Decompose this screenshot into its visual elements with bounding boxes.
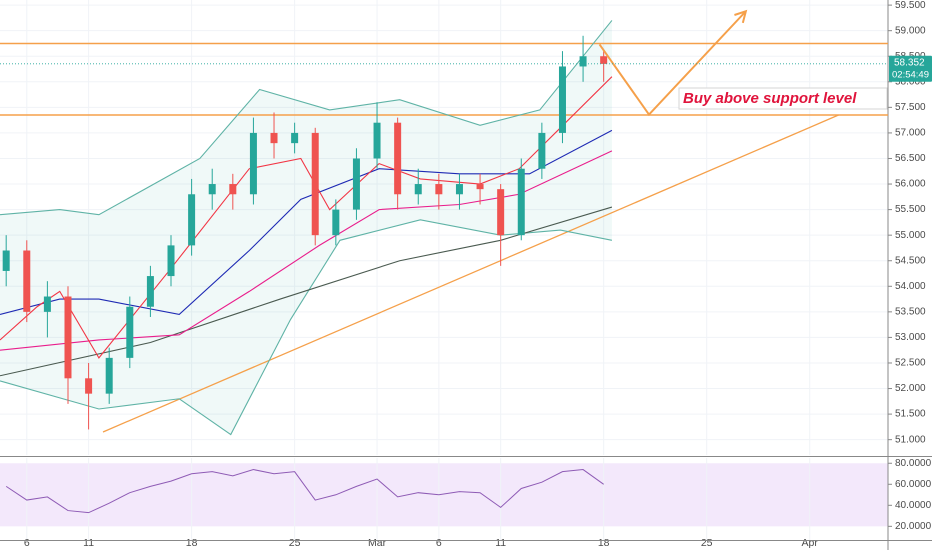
y-tick-label: 52.500 (895, 358, 926, 369)
candle-body (414, 184, 422, 195)
candle-body (2, 250, 10, 271)
y-tick-label: 59.500 (895, 0, 926, 11)
candle-body (85, 378, 93, 394)
price-tag-value: 58.352 (894, 57, 925, 68)
y-tick-label: 56.000 (895, 179, 926, 190)
y-tick-label: 53.500 (895, 306, 926, 317)
x-tick-label: 25 (701, 537, 713, 549)
candle-body (105, 357, 113, 394)
y-tick-label: 58.000 (895, 76, 926, 87)
y-tick-label: 55.000 (895, 230, 926, 241)
x-tick-label: 25 (289, 537, 301, 549)
candle-body (435, 184, 443, 195)
y-tick-label: 51.500 (895, 409, 926, 420)
candle-body (517, 168, 525, 236)
y-tick-label: 80.0000 (895, 458, 932, 469)
candle-body (167, 245, 175, 277)
candle-body (291, 132, 299, 144)
y-tick-label: 53.000 (895, 332, 926, 343)
candle-body (455, 184, 463, 195)
candle-body (64, 296, 72, 379)
y-tick-label: 40.0000 (895, 500, 932, 511)
y-tick-label: 55.500 (895, 204, 926, 215)
candle-body (600, 56, 608, 64)
x-tick-label: 6 (24, 537, 30, 549)
x-tick-label: Mar (368, 537, 387, 549)
candle-body (229, 184, 237, 195)
arrow-head (734, 9, 748, 24)
candle-body (249, 132, 257, 195)
candle-body (352, 158, 360, 210)
y-tick-label: 52.000 (895, 383, 926, 394)
price-tag (889, 55, 932, 82)
y-tick-label: 57.000 (895, 128, 926, 139)
x-tick-label: 18 (186, 537, 198, 549)
candle-body (208, 184, 216, 195)
annotation-box (678, 87, 888, 110)
x-tick-label: 18 (598, 537, 610, 549)
band-fill (0, 20, 612, 435)
x-tick-label: 11 (83, 537, 94, 549)
candle-body (579, 56, 587, 67)
candle-body (43, 296, 51, 312)
y-tick-label: 20.0000 (895, 521, 932, 532)
indicator-line (0, 219, 613, 436)
indicator-line (0, 20, 613, 216)
candle-body (311, 132, 319, 236)
candle-body (538, 132, 546, 169)
arrow (598, 10, 747, 117)
y-tick-label: 57.500 (895, 102, 926, 113)
y-tick-label: 51.000 (895, 434, 926, 445)
candle-body (558, 66, 566, 133)
candle-body (332, 209, 340, 236)
y-tick-label: 60.0000 (895, 479, 932, 490)
rsi-band (0, 463, 888, 527)
y-tick-label: 54.500 (895, 255, 926, 266)
candle-body (476, 184, 484, 190)
y-tick-label: 54.000 (895, 281, 926, 292)
candle-body (270, 132, 278, 144)
trendline (102, 114, 839, 433)
x-tick-label: 11 (495, 537, 506, 549)
candle-body (146, 276, 154, 307)
y-tick-label: 56.500 (895, 153, 926, 164)
price-tag-countdown: 02:54:49 (892, 69, 929, 80)
rsi-line (5, 469, 604, 514)
indicator-line (0, 129, 613, 316)
candle-body (373, 122, 381, 159)
candle-body (394, 122, 402, 195)
x-tick-label: Apr (802, 537, 819, 549)
candle-body (23, 250, 31, 312)
candle-body (188, 194, 196, 246)
candle-body (497, 189, 505, 236)
annotation: Buy above support level (683, 90, 857, 107)
candle-body (126, 306, 134, 358)
x-tick-label: 6 (436, 537, 442, 549)
y-tick-label: 59.000 (895, 25, 926, 36)
